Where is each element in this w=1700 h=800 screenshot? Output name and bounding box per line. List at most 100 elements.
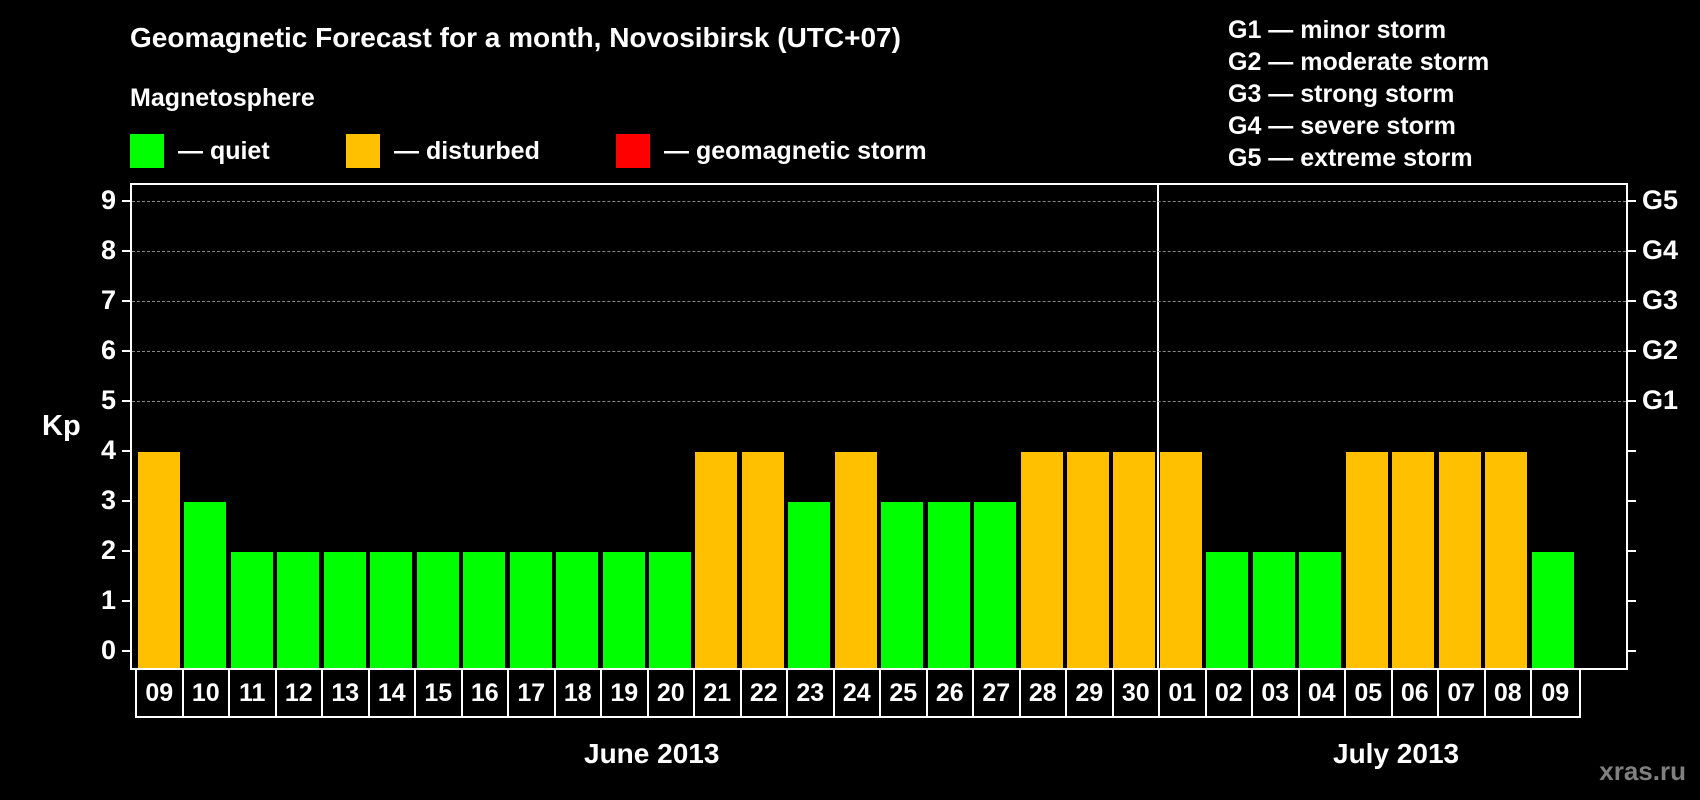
g-scale-label: G5 (1642, 185, 1679, 215)
y-tick-label: 4 (100, 435, 116, 465)
legend-heading: Magnetosphere (130, 84, 315, 112)
y-tick-right (1628, 600, 1636, 602)
kp-bar-2013-06-10 (184, 502, 227, 668)
kp-bar-2013-06-17 (509, 552, 552, 668)
month-label-june: June 2013 (584, 738, 720, 769)
g2-legend: G2 — moderate storm (1228, 48, 1490, 76)
y-tick-label: 3 (100, 485, 116, 515)
date-label: 29 (1067, 670, 1114, 716)
kp-bar-2013-06-18 (556, 552, 599, 668)
date-label: 11 (230, 670, 277, 716)
date-label: 19 (602, 670, 649, 716)
kp-bar-2013-07-09 (1531, 552, 1574, 668)
date-label: 17 (509, 670, 556, 716)
y-tick-label: 0 (100, 635, 116, 665)
gridline (132, 401, 1626, 402)
date-label: 26 (928, 670, 974, 716)
y-tick-right (1628, 400, 1636, 402)
legend-storm-label: — geomagnetic storm (664, 136, 927, 165)
date-label: 22 (742, 670, 788, 716)
legend-quiet-label: — quiet (178, 136, 270, 165)
y-tick-right (1628, 650, 1636, 652)
date-label: 03 (1253, 670, 1300, 716)
date-label: 04 (1300, 670, 1346, 716)
kp-bar-2013-06-27 (974, 502, 1017, 668)
y-tick (122, 400, 130, 402)
watermark: xras.ru (1599, 756, 1686, 786)
quiet-swatch (130, 134, 164, 168)
kp-bar-2013-06-19 (602, 552, 645, 668)
kp-bar-2013-06-25 (881, 502, 924, 668)
kp-bar-2013-07-03 (1252, 552, 1295, 668)
kp-bar-2013-06-20 (648, 552, 691, 668)
plot-area (130, 183, 1628, 670)
date-label: 02 (1207, 670, 1253, 716)
date-label: 01 (1160, 670, 1207, 716)
y-axis-label: Kp (42, 410, 81, 442)
y-tick (122, 300, 130, 302)
y-tick (122, 450, 130, 452)
y-tick-label: 8 (100, 235, 116, 265)
kp-bar-2013-07-07 (1438, 452, 1481, 668)
date-label: 09 (1541, 678, 1570, 707)
y-tick-label: 1 (100, 585, 116, 615)
y-tick (122, 500, 130, 502)
kp-bar-2013-06-11 (230, 552, 273, 668)
date-label: 09 (137, 670, 184, 716)
month-label-july: July 2013 (1333, 738, 1460, 769)
y-tick-label: 6 (100, 335, 116, 365)
y-tick-label: 5 (100, 385, 116, 415)
y-tick-label: 7 (100, 285, 116, 315)
kp-bar-2013-07-06 (1392, 452, 1435, 668)
y-tick (122, 350, 130, 352)
kp-bar-2013-06-24 (834, 452, 877, 668)
y-tick (122, 600, 130, 602)
disturbed-swatch (346, 134, 380, 168)
g-scale-label: G3 (1642, 285, 1679, 315)
date-label: 30 (1114, 670, 1160, 716)
y-tick-right (1628, 550, 1636, 552)
kp-bar-2013-07-05 (1345, 452, 1388, 668)
legend-disturbed-label: — disturbed (394, 136, 540, 165)
g5-legend: G5 — extreme storm (1228, 144, 1473, 172)
g-scale-label: G4 (1642, 235, 1679, 265)
y-tick-right (1628, 250, 1636, 252)
kp-bar-2013-06-28 (1020, 452, 1063, 668)
date-label: 15 (416, 670, 463, 716)
date-label: 28 (1021, 670, 1067, 716)
kp-bar-2013-07-02 (1206, 552, 1249, 668)
kp-bar-2013-06-29 (1067, 452, 1109, 668)
kp-bar-2013-06-16 (463, 552, 506, 668)
date-label: 21 (695, 670, 742, 716)
gridline (132, 201, 1626, 202)
kp-bar-2013-06-13 (323, 552, 366, 668)
y-tick (122, 250, 130, 252)
kp-bar-2013-07-08 (1485, 452, 1528, 668)
date-label: 23 (788, 670, 835, 716)
kp-bar-2013-06-12 (277, 552, 320, 668)
page-title: Geomagnetic Forecast for a month, Novosi… (130, 22, 901, 53)
date-label: 08 (1486, 670, 1532, 716)
date-label: 18 (556, 670, 602, 716)
g3-legend: G3 — strong storm (1228, 80, 1455, 108)
date-label: 06 (1393, 670, 1439, 716)
kp-bar-2013-07-04 (1299, 552, 1342, 668)
storm-swatch (616, 134, 650, 168)
legend-quiet: — quiet (130, 134, 270, 168)
y-tick-right (1628, 350, 1636, 352)
kp-bar-2013-06-09 (138, 452, 180, 668)
gridline (132, 251, 1626, 252)
gridline (132, 301, 1626, 302)
kp-bar-2013-06-23 (788, 502, 831, 668)
gridline (132, 351, 1626, 352)
date-label: 13 (323, 670, 370, 716)
storm-scale-legend: G1 — minor storm G2 — moderate storm G3 … (1228, 14, 1489, 174)
y-tick-label: 2 (100, 535, 116, 565)
date-label: 24 (835, 670, 881, 716)
date-label: 16 (463, 670, 509, 716)
date-label: 12 (277, 670, 323, 716)
date-label: 07 (1439, 670, 1486, 716)
y-tick-right (1628, 500, 1636, 502)
date-label: 25 (881, 670, 928, 716)
g-scale-label: G1 (1642, 385, 1679, 415)
